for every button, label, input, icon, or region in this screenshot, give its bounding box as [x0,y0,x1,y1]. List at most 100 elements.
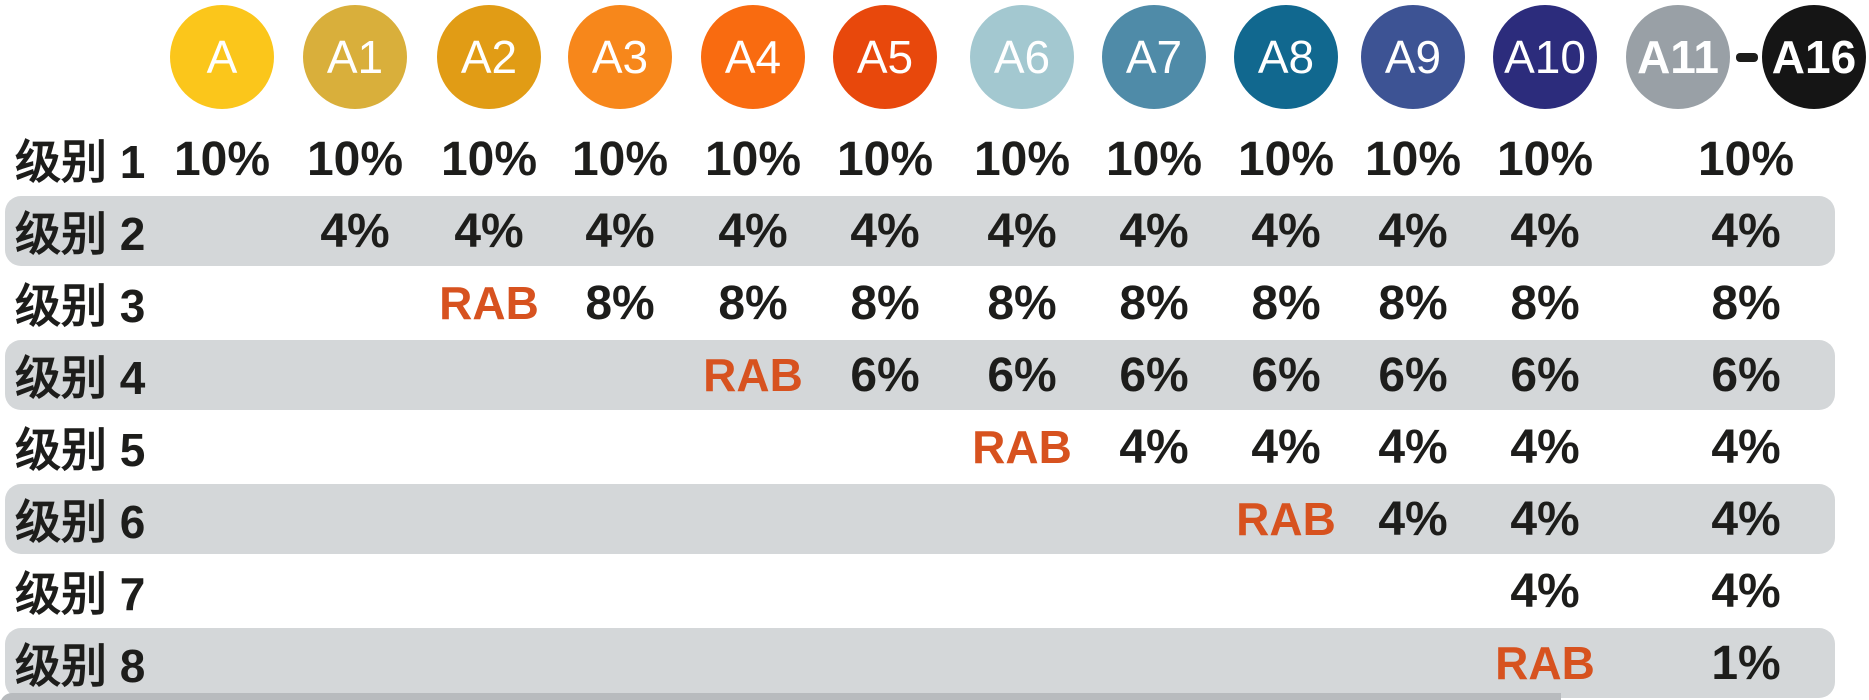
percent-cell: 10% [440,132,538,186]
percent-cell: 4% [1510,564,1580,618]
percent-cell: 4% [1711,564,1781,618]
percent-cell: 6% [1119,348,1189,402]
percent-cell: 10% [1105,132,1203,186]
tier-circle-label: A9 [1384,31,1442,83]
percent-cell: 8% [1378,276,1448,330]
table-row: 级别 8 RAB 1% [0,627,1869,699]
percent-cell: 6% [1251,348,1321,402]
percent-cell: 6% [1711,348,1781,402]
percent-cell: 8% [987,276,1057,330]
next-row-peek [0,693,1561,700]
percent-cell: 10% [704,132,802,186]
percent-cell: 8% [1711,276,1781,330]
tier-circle-label: A [206,31,238,83]
range-dash-icon [1736,53,1758,62]
percent-cell: 4% [1119,204,1189,258]
percent-cell: 8% [1251,276,1321,330]
row-label: 级别 4 [15,352,146,404]
tier-circle-label: A10 [1504,31,1586,83]
percent-cell: 4% [585,204,655,258]
percent-cell: 6% [1378,348,1448,402]
rab-cell: RAB [1236,493,1336,545]
percent-cell: 8% [1510,276,1580,330]
table-row: 级别 2 4% 4% 4% 4% 4% 4% 4% 4% 4% 4% 4% [0,195,1869,267]
table-row: 级别 4 RAB 6% 6% 6% 6% 6% 6% 6% [0,339,1869,411]
row-label: 级别 1 [15,136,146,188]
tier-circle-a8: A8 [1234,5,1338,109]
tier-circle-label: A5 [856,31,914,83]
tier-circle-label: A4 [724,31,782,83]
tier-circle-label: A3 [591,31,649,83]
percent-cell: 4% [1378,492,1448,546]
percent-cell: 4% [1711,420,1781,474]
percent-cell: 10% [973,132,1071,186]
tier-circle-a4: A4 [701,5,805,109]
tier-circle-label: A6 [993,31,1051,83]
percent-cell: 8% [718,276,788,330]
table-row: 级别 6 RAB 4% 4% 4% [0,483,1869,555]
percent-cell: 4% [1378,204,1448,258]
percent-cell: 10% [173,132,271,186]
percent-cell: 4% [1119,420,1189,474]
tier-circle-a16: A16 [1762,5,1866,109]
percent-cell: 6% [850,348,920,402]
percent-cell: 4% [1251,420,1321,474]
tier-circle-a9: A9 [1361,5,1465,109]
percent-cell: 10% [836,132,934,186]
row-shade-band [5,628,1835,698]
percent-cell: 1% [1711,636,1781,690]
percent-cell: 4% [1251,204,1321,258]
percent-cell: 4% [987,204,1057,258]
table-row: 级别 7 4% 4% [0,555,1869,627]
tier-circle-a11: A11 [1626,5,1730,109]
percent-cell: 10% [306,132,404,186]
row-label: 级别 8 [15,640,146,692]
table-row: 级别 1 10% 10% 10% 10% 10% 10% 10% 10% 10% 10% 10% 10% [0,123,1869,195]
tier-circle-a: A [170,5,274,109]
rab-cell: RAB [972,421,1072,473]
tier-circle-a6: A6 [970,5,1074,109]
tier-circle-label: A8 [1257,31,1315,83]
percent-cell: 10% [1237,132,1335,186]
tier-circle-a3: A3 [568,5,672,109]
row-shade-band [5,484,1835,554]
percent-cell: 10% [1697,132,1795,186]
tier-circle-a10: A10 [1493,5,1597,109]
percent-cell: 4% [454,204,524,258]
percent-cell: 4% [850,204,920,258]
tier-circle-a5: A5 [833,5,937,109]
percent-cell: 4% [1510,492,1580,546]
tier-circle-a1: A1 [303,5,407,109]
percent-cell: 10% [571,132,669,186]
row-label: 级别 7 [15,568,146,620]
percent-cell: 10% [1364,132,1462,186]
percent-cell: 4% [1711,492,1781,546]
tier-circle-a7: A7 [1102,5,1206,109]
rab-cell: RAB [1495,637,1595,689]
percent-cell: 4% [1510,420,1580,474]
tier-circle-label: A7 [1125,31,1183,83]
percent-cell: 8% [1119,276,1189,330]
rab-cell: RAB [703,349,803,401]
table-row: 级别 3 RAB 8% 8% 8% 8% 8% 8% 8% 8% 8% [0,267,1869,339]
percent-cell: 10% [1496,132,1594,186]
percent-cell: 6% [987,348,1057,402]
percent-cell: 4% [1378,420,1448,474]
tier-circle-label: A16 [1771,31,1857,83]
tier-circle-label: A1 [326,31,384,83]
percent-cell: 6% [1510,348,1580,402]
row-label: 级别 3 [15,280,146,332]
row-label: 级别 6 [15,496,146,548]
row-shade-band [5,340,1835,410]
row-shade-band [5,196,1835,266]
row-label: 级别 2 [15,208,146,260]
table-row: 级别 5 RAB 4% 4% 4% 4% 4% [0,411,1869,483]
tier-circle-label: A11 [1637,31,1719,83]
tier-circle-a2: A2 [437,5,541,109]
percent-cell: 8% [850,276,920,330]
tier-circle-label: A2 [460,31,518,83]
percent-cell: 4% [1711,204,1781,258]
rab-cell: RAB [439,277,539,329]
percent-cell: 4% [718,204,788,258]
